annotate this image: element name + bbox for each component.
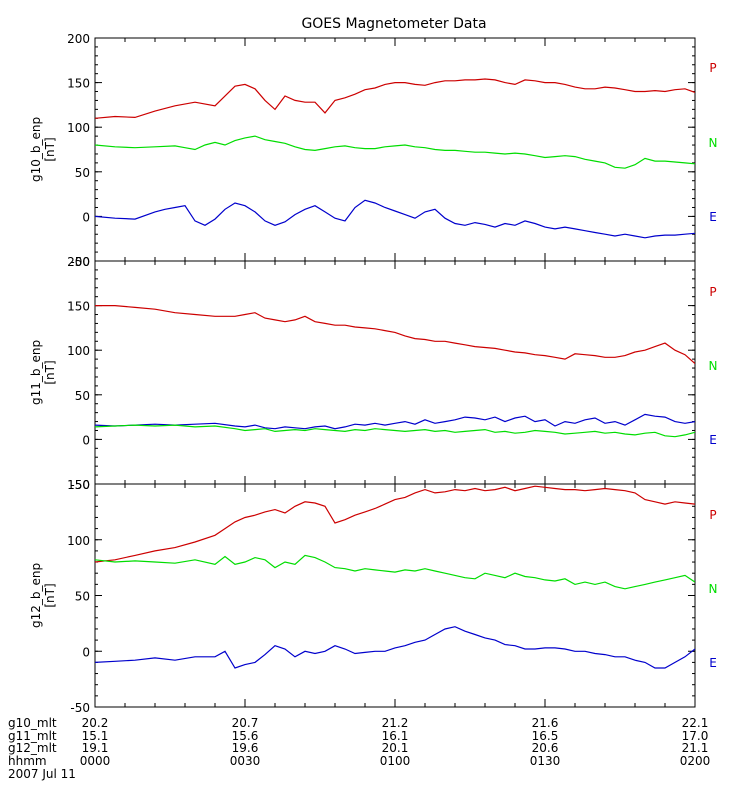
- x-row-label: g11_mlt: [8, 729, 57, 743]
- series-line-E: [95, 626, 695, 669]
- y-tick-label: 0: [82, 210, 90, 224]
- series-line-N: [95, 424, 695, 438]
- legend-E: E: [709, 433, 717, 447]
- x-tick-label: 20.1: [382, 741, 409, 755]
- y-tick-label: 0: [82, 433, 90, 447]
- legend-N: N: [709, 359, 718, 373]
- series-line-P: [95, 305, 695, 365]
- legend-P: P: [709, 61, 716, 75]
- series-line-E: [95, 413, 695, 430]
- y-tick-label: 50: [75, 166, 90, 180]
- y-tick-label: 50: [75, 389, 90, 403]
- x-tick-label: 0200: [680, 754, 711, 768]
- legend-E: E: [709, 210, 717, 224]
- x-tick-label: 0000: [80, 754, 111, 768]
- legend-P: P: [709, 508, 716, 522]
- x-tick-label: 16.1: [382, 729, 409, 743]
- y-tick-label: 150: [67, 77, 90, 91]
- x-row-label: g10_mlt: [8, 716, 57, 730]
- panel-1: -50 0 50 100 150 200 g10_b_enp [nT] P N E: [29, 32, 717, 269]
- y-tick-label: 100: [67, 121, 90, 135]
- y-axis-label: g11_b_enp: [29, 340, 43, 405]
- plot-frame: [94, 483, 696, 708]
- plot-frame: [94, 37, 696, 262]
- series-line-P: [95, 78, 695, 119]
- plot-frame: [94, 260, 696, 485]
- x-tick-label: 22.1: [682, 716, 709, 730]
- x-row-label: hhmm: [8, 754, 47, 768]
- y-tick-label: -50: [70, 478, 90, 492]
- legend-E: E: [709, 656, 717, 670]
- y-tick-label: 200: [67, 255, 90, 269]
- x-tick-label: 19.1: [82, 741, 109, 755]
- x-tick-label: 0030: [230, 754, 261, 768]
- y-tick-label: 150: [67, 478, 90, 492]
- chart-title: GOES Magnetometer Data: [301, 16, 486, 32]
- y-axis-label: g12_b_enp: [29, 563, 43, 628]
- x-tick-label: 19.6: [232, 741, 259, 755]
- y-axis-label: g10_b_enp: [29, 117, 43, 182]
- y-tick-label: -50: [70, 701, 90, 715]
- y-tick-label: 100: [67, 344, 90, 358]
- y-tick-label: 100: [67, 534, 90, 548]
- x-tick-label: 15.1: [82, 729, 109, 743]
- series-line-P: [95, 485, 695, 563]
- legend-N: N: [709, 582, 718, 596]
- x-row-label: g12_mlt: [8, 741, 57, 755]
- y-tick-label: 200: [67, 32, 90, 46]
- panel-3: -50 0 50 100 150 g12_b_enp [nT] P N E: [29, 478, 717, 715]
- x-tick-label: 0100: [380, 754, 411, 768]
- y-axis-units: [nT]: [43, 137, 57, 161]
- legend-N: N: [709, 136, 718, 150]
- y-axis-units: [nT]: [43, 360, 57, 384]
- x-tick-label: 15.6: [232, 729, 259, 743]
- series-line-N: [95, 135, 695, 169]
- y-axis-units: [nT]: [43, 583, 57, 607]
- panel-2: -50 0 50 100 150 200 g11_b_enp [nT] P N E: [29, 255, 717, 492]
- y-tick-label: 50: [75, 590, 90, 604]
- date-label: 2007 Jul 11: [8, 767, 76, 781]
- y-tick-label: 0: [82, 645, 90, 659]
- series-line-E: [95, 199, 695, 239]
- y-tick-label: 150: [67, 300, 90, 314]
- x-tick-label: 16.5: [532, 729, 559, 743]
- series-line-N: [95, 554, 695, 590]
- x-tick-label: 20.2: [82, 716, 109, 730]
- x-tick-label: 20.7: [232, 716, 259, 730]
- x-tick-label: 21.2: [382, 716, 409, 730]
- x-tick-label: 21.1: [682, 741, 709, 755]
- x-tick-label: 17.0: [682, 729, 709, 743]
- legend-P: P: [709, 285, 716, 299]
- y-tick-label: -50: [70, 255, 90, 269]
- x-tick-label: 21.6: [532, 716, 559, 730]
- x-tick-label: 0130: [530, 754, 561, 768]
- x-tick-label: 20.6: [532, 741, 559, 755]
